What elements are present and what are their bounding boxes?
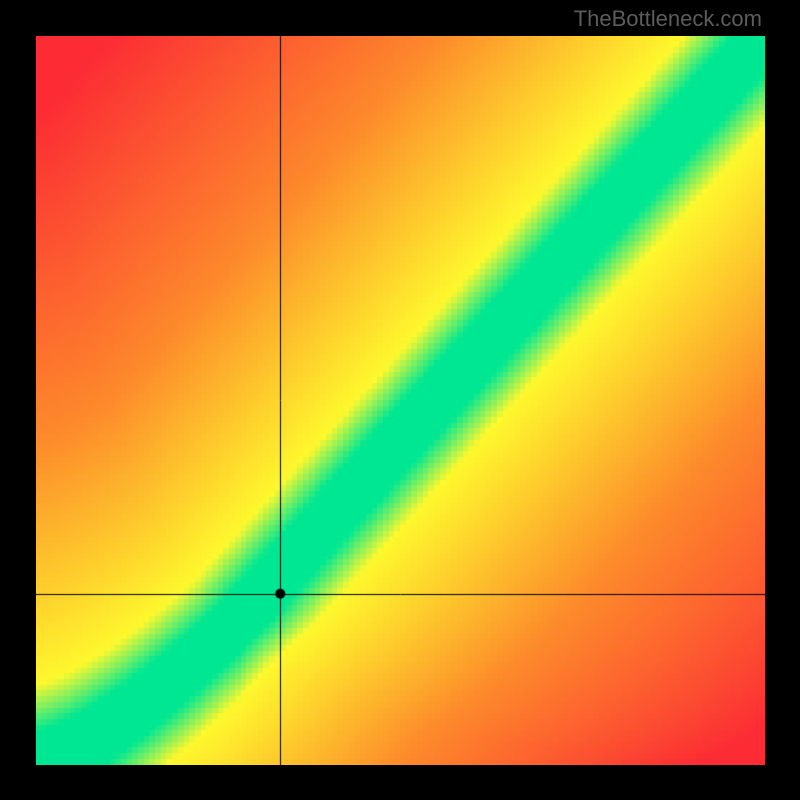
heatmap-canvas: [36, 36, 765, 765]
watermark-label: TheBottleneck.com: [574, 6, 762, 32]
bottleneck-heatmap: [36, 36, 765, 765]
chart-container: TheBottleneck.com: [0, 0, 800, 800]
